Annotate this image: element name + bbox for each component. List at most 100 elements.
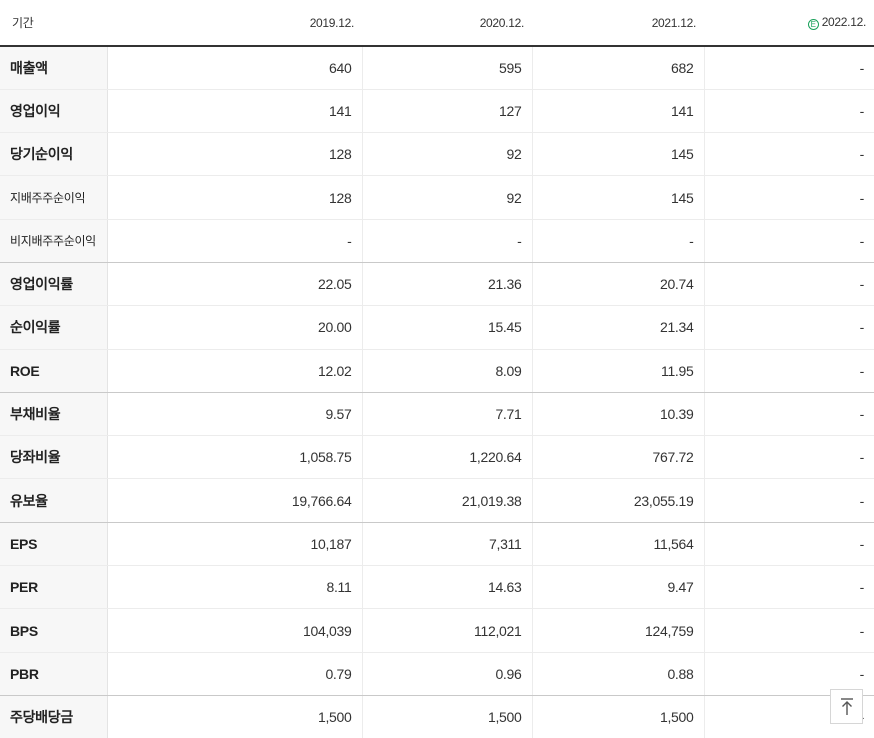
cell-value: - xyxy=(704,262,874,307)
cell-value: - xyxy=(704,652,874,696)
cell-value: 128 xyxy=(107,175,363,220)
cell-value: 127 xyxy=(362,89,533,134)
estimate-icon: E xyxy=(807,19,819,30)
row-label: 영업이익률 xyxy=(0,262,108,307)
cell-value: - xyxy=(704,305,874,350)
table-row-controlling-net-income: 지배주주순이익 128 92 145 - xyxy=(0,175,874,220)
cell-value: 11,564 xyxy=(532,522,705,567)
cell-value: 11.95 xyxy=(532,349,705,393)
row-label: 영업이익 xyxy=(0,89,108,134)
cell-value: - xyxy=(704,175,874,220)
cell-value: - xyxy=(704,132,874,177)
row-label: 매출액 xyxy=(0,46,108,90)
cell-value: 21.36 xyxy=(362,262,533,307)
column-header-2019: 2019.12. xyxy=(107,0,362,47)
cell-value: - xyxy=(107,219,363,263)
column-header-2022-label: 2022.12. xyxy=(821,15,867,29)
table-row-debt-ratio: 부채비율 9.57 7.71 10.39 - xyxy=(0,392,874,437)
cell-value: 595 xyxy=(362,46,533,90)
row-label: PBR xyxy=(0,652,108,696)
row-label: BPS xyxy=(0,608,108,653)
cell-value: 23,055.19 xyxy=(532,478,705,523)
table-row-per: PER 8.11 14.63 9.47 - xyxy=(0,565,874,610)
cell-value: - xyxy=(704,565,874,610)
column-header-2020: 2020.12. xyxy=(362,0,532,47)
cell-value: - xyxy=(362,219,533,263)
cell-value: 10,187 xyxy=(107,522,363,567)
row-label: 당기순이익 xyxy=(0,132,108,177)
cell-value: 8.11 xyxy=(107,565,363,610)
cell-value: - xyxy=(704,89,874,134)
table-row-net-margin: 순이익률 20.00 15.45 21.34 - xyxy=(0,305,874,350)
table-row-operating-margin: 영업이익률 22.05 21.36 20.74 - xyxy=(0,262,874,307)
table-row-revenue: 매출액 640 595 682 - xyxy=(0,46,874,90)
cell-value: 12.02 xyxy=(107,349,363,393)
table-row-bps: BPS 104,039 112,021 124,759 - xyxy=(0,608,874,653)
cell-value: 640 xyxy=(107,46,363,90)
cell-value: 0.88 xyxy=(532,652,705,696)
cell-value: 20.00 xyxy=(107,305,363,350)
scroll-to-top-button[interactable] xyxy=(830,689,863,724)
table-row-net-income: 당기순이익 128 92 145 - xyxy=(0,132,874,177)
row-label: 유보율 xyxy=(0,478,108,523)
cell-value: 145 xyxy=(532,132,705,177)
arrow-up-to-line-icon xyxy=(840,697,853,715)
table-row-quick-ratio: 당좌비율 1,058.75 1,220.64 767.72 - xyxy=(0,435,874,480)
cell-value: 141 xyxy=(532,89,705,134)
cell-value: 1,220.64 xyxy=(362,435,533,480)
cell-value: 8.09 xyxy=(362,349,533,393)
cell-value: 92 xyxy=(362,132,533,177)
period-header: 기간 xyxy=(0,0,107,47)
row-label: 비지배주주순이익 xyxy=(0,219,108,263)
cell-value: 1,500 xyxy=(362,695,533,738)
row-label: PER xyxy=(0,565,108,610)
cell-value: 9.57 xyxy=(107,392,363,437)
column-header-2022: E 2022.12. xyxy=(704,0,874,47)
cell-value: 92 xyxy=(362,175,533,220)
cell-value: 0.79 xyxy=(107,652,363,696)
table-row-pbr: PBR 0.79 0.96 0.88 - xyxy=(0,652,874,696)
row-label: 부채비율 xyxy=(0,392,108,437)
cell-value: 7,311 xyxy=(362,522,533,567)
cell-value: 145 xyxy=(532,175,705,220)
table-row-roe: ROE 12.02 8.09 11.95 - xyxy=(0,349,874,393)
row-label: 당좌비율 xyxy=(0,435,108,480)
table-row-dividend-per-share: 주당배당금 1,500 1,500 1,500 - xyxy=(0,695,874,738)
cell-value: - xyxy=(704,522,874,567)
cell-value: - xyxy=(704,219,874,263)
cell-value: 9.47 xyxy=(532,565,705,610)
row-label: 순이익률 xyxy=(0,305,108,350)
cell-value: - xyxy=(704,46,874,90)
cell-value: - xyxy=(704,478,874,523)
cell-value: 1,500 xyxy=(107,695,363,738)
cell-value: 20.74 xyxy=(532,262,705,307)
cell-value: 682 xyxy=(532,46,705,90)
cell-value: - xyxy=(704,349,874,393)
cell-value: 14.63 xyxy=(362,565,533,610)
cell-value: 112,021 xyxy=(362,608,533,653)
header-row: 기간 2019.12. 2020.12. 2021.12. E 2022.12. xyxy=(0,0,874,47)
cell-value: 767.72 xyxy=(532,435,705,480)
cell-value: 1,500 xyxy=(532,695,705,738)
cell-value: 21,019.38 xyxy=(362,478,533,523)
cell-value: 1,058.75 xyxy=(107,435,363,480)
cell-value: 124,759 xyxy=(532,608,705,653)
cell-value: - xyxy=(704,435,874,480)
table-row-noncontrolling-net-income: 비지배주주순이익 - - - - xyxy=(0,219,874,263)
cell-value: 141 xyxy=(107,89,363,134)
table-row-reserve-ratio: 유보율 19,766.64 21,019.38 23,055.19 - xyxy=(0,478,874,523)
cell-value: 15.45 xyxy=(362,305,533,350)
row-label: 주당배당금 xyxy=(0,695,108,738)
cell-value: 104,039 xyxy=(107,608,363,653)
table-row-operating-profit: 영업이익 141 127 141 - xyxy=(0,89,874,134)
cell-value: 10.39 xyxy=(532,392,705,437)
cell-value: - xyxy=(532,219,705,263)
cell-value: 21.34 xyxy=(532,305,705,350)
row-label: EPS xyxy=(0,522,108,567)
cell-value: 128 xyxy=(107,132,363,177)
cell-value: - xyxy=(704,392,874,437)
cell-value: - xyxy=(704,608,874,653)
table-row-eps: EPS 10,187 7,311 11,564 - xyxy=(0,522,874,567)
